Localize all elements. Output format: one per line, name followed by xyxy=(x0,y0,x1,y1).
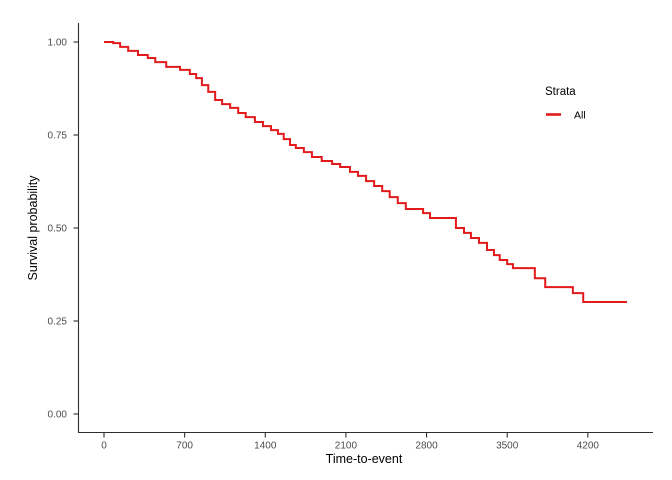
y-tick-label: 0.25 xyxy=(48,317,68,328)
x-axis-title: Time-to-event xyxy=(326,452,403,466)
x-tick-label: 700 xyxy=(176,441,193,452)
x-tick-label: 2800 xyxy=(415,441,438,452)
legend-title: Strata xyxy=(545,86,576,98)
x-tick-label: 1400 xyxy=(254,441,277,452)
x-axis-ticks: 0 700 1400 2100 2800 3500 4200 xyxy=(101,433,599,452)
x-tick-label: 3500 xyxy=(496,441,519,452)
y-tick-label: 1.00 xyxy=(48,38,68,49)
legend-entry-label: All xyxy=(574,110,586,122)
y-tick-label: 0.75 xyxy=(48,131,68,142)
y-tick-label: 0.00 xyxy=(48,410,68,421)
x-tick-label: 0 xyxy=(101,441,107,452)
legend: Strata All xyxy=(545,86,586,122)
y-axis-title: Survival probability xyxy=(26,175,40,281)
x-tick-label: 2100 xyxy=(335,441,358,452)
survival-curve xyxy=(104,41,627,304)
x-tick-label: 4200 xyxy=(577,441,600,452)
y-axis-ticks: 0.00 0.25 0.50 0.75 1.00 xyxy=(48,38,79,421)
survival-curve-all xyxy=(104,41,627,304)
y-tick-label: 0.50 xyxy=(48,224,68,235)
